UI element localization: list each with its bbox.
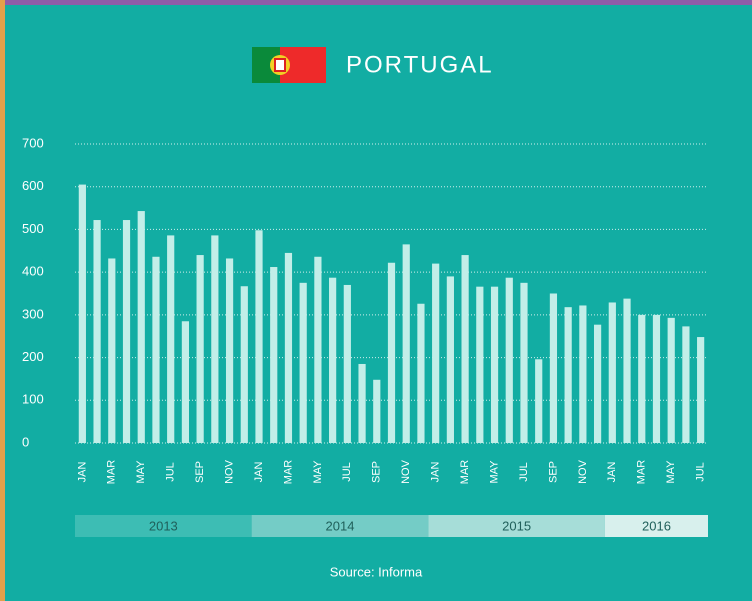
y-tick-label: 300: [22, 306, 44, 321]
flag: [252, 47, 326, 83]
bar: [152, 256, 160, 443]
bar: [549, 293, 558, 443]
bar: [196, 255, 204, 443]
bar: [167, 235, 175, 443]
bar: [358, 363, 366, 443]
year-band: [75, 515, 252, 537]
x-tick-label: MAY: [488, 460, 500, 484]
bar: [417, 303, 425, 443]
bar: [181, 321, 190, 443]
bar: [78, 184, 86, 444]
x-tick-label: JUL: [518, 462, 530, 482]
bar: [329, 277, 337, 443]
y-tick-label: 700: [22, 135, 44, 150]
x-tick-label: MAR: [106, 460, 118, 485]
x-tick-label: SEP: [547, 461, 559, 483]
bar: [476, 286, 484, 443]
bar: [432, 263, 440, 443]
y-tick-label: 500: [22, 221, 44, 236]
x-tick-label: NOV: [400, 459, 412, 484]
y-tick-label: 400: [22, 264, 44, 279]
bar: [490, 286, 499, 443]
bar: [535, 359, 543, 443]
year-band: [428, 515, 605, 537]
bar: [461, 255, 469, 443]
bar: [505, 277, 513, 443]
year-band: [604, 515, 708, 537]
bar: [520, 282, 528, 443]
x-tick-label: JAN: [606, 462, 618, 483]
year-label: 2016: [642, 518, 671, 533]
x-tick-label: SEP: [194, 461, 206, 483]
x-tick-label: JAN: [76, 462, 88, 483]
bar: [387, 262, 396, 443]
bar: [122, 220, 131, 443]
bar: [108, 258, 116, 443]
bar: [299, 282, 307, 443]
bar: [225, 258, 234, 443]
year-label: 2015: [502, 518, 531, 533]
x-tick-label: JAN: [253, 462, 265, 483]
y-tick-label: 0: [22, 434, 29, 449]
bar: [211, 235, 219, 443]
top-stripe: [0, 0, 752, 5]
bar: [623, 298, 631, 443]
x-tick-label: MAR: [636, 460, 648, 485]
bar: [255, 230, 263, 443]
bar: [564, 307, 572, 443]
bar: [593, 324, 602, 443]
x-tick-label: MAY: [665, 460, 677, 484]
bar: [137, 211, 145, 443]
x-tick-label: JUL: [695, 462, 707, 482]
x-tick-label: SEP: [371, 461, 383, 483]
bar: [638, 314, 646, 443]
chart-title: PORTUGAL: [346, 51, 494, 78]
bar: [284, 252, 293, 443]
bar: [270, 267, 278, 443]
bar: [446, 276, 454, 443]
bar: [652, 314, 661, 443]
y-tick-label: 600: [22, 178, 44, 193]
year-label: 2013: [149, 518, 178, 533]
bar: [579, 305, 587, 443]
year-band: [251, 515, 429, 537]
y-tick-label: 100: [22, 392, 44, 407]
bar: [93, 220, 101, 443]
y-tick-label: 200: [22, 349, 44, 364]
bar: [682, 326, 690, 443]
left-stripe: [0, 0, 5, 601]
bar: [608, 302, 616, 443]
x-tick-label: NOV: [577, 459, 589, 484]
x-tick-label: JUL: [341, 462, 353, 482]
bar: [402, 244, 410, 443]
bar: [667, 317, 675, 443]
bar: [343, 284, 351, 443]
x-tick-label: JAN: [430, 462, 442, 483]
x-tick-label: MAR: [459, 460, 471, 485]
bar: [240, 286, 248, 443]
year-label: 2014: [326, 518, 355, 533]
bar: [373, 379, 381, 443]
x-tick-label: MAY: [312, 460, 324, 484]
bar: [314, 256, 322, 443]
x-tick-label: NOV: [223, 459, 235, 484]
x-tick-label: MAY: [135, 460, 147, 484]
x-tick-label: JUL: [165, 462, 177, 482]
bar: [697, 337, 705, 443]
x-tick-label: MAR: [282, 460, 294, 485]
source: Source: Informa: [330, 564, 423, 579]
